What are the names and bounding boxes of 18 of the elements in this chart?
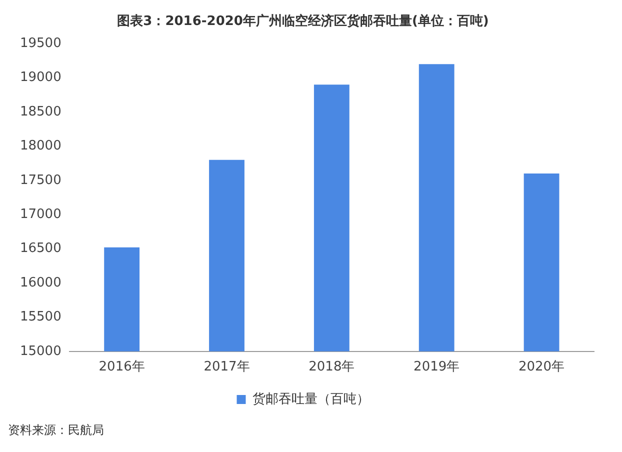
y-tick-label: 15000 <box>20 344 62 359</box>
x-tick-label: 2018年 <box>308 360 355 375</box>
y-tick-label: 18500 <box>20 104 62 120</box>
y-tick-label: 19500 <box>20 36 62 51</box>
y-tick-label: 17500 <box>20 172 62 188</box>
x-tick-label: 2016年 <box>98 360 145 375</box>
chart-title: 图表3：2016-2020年广州临空经济区货邮吞吐量(单位：百吨) <box>117 13 489 30</box>
text: 资料来源：民航局 <box>8 422 105 439</box>
x-tick-label: 2020年 <box>518 360 565 375</box>
y-tick-label: 17000 <box>20 206 62 222</box>
x-tick-label: 2019年 <box>414 360 460 375</box>
y-tick-label: 15500 <box>20 310 62 325</box>
legend-label: 货邮吞吐量（百吨） <box>252 392 370 407</box>
y-tick-label: 16000 <box>20 275 62 290</box>
y-tick-label: 16500 <box>20 241 62 256</box>
y-tick-label: 18000 <box>20 138 62 154</box>
x-tick-label: 2017年 <box>204 360 250 375</box>
y-tick-label: 19000 <box>20 70 62 86</box>
